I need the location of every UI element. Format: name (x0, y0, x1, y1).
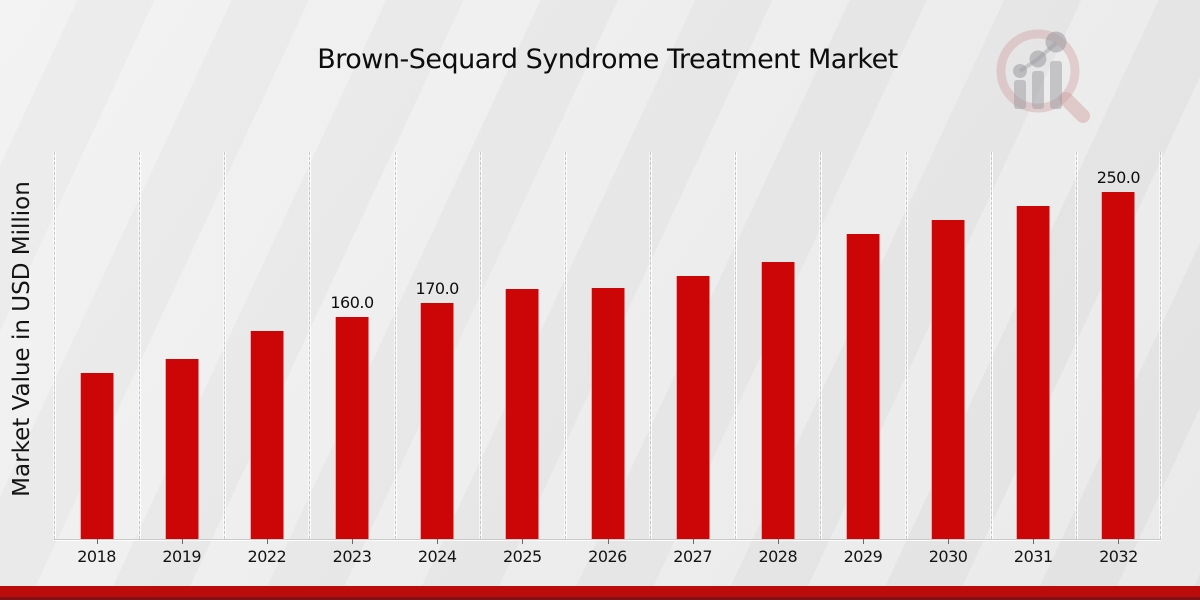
x-tick-mark (266, 539, 268, 544)
x-tick-label-2031: 2031 (1013, 547, 1053, 566)
x-tick-mark (777, 539, 779, 544)
bar-2027 (675, 275, 710, 539)
x-tick-label-2018: 2018 (77, 547, 116, 566)
gridline (565, 152, 566, 539)
bar-2023 (335, 317, 370, 539)
bar-2025 (505, 289, 540, 539)
gridline (309, 152, 310, 539)
x-tick-mark (692, 539, 694, 544)
gridline (54, 152, 55, 539)
chart-title: Brown-Sequard Syndrome Treatment Market (317, 44, 898, 75)
bar-value-label-2024: 170.0 (415, 279, 460, 299)
gridline (650, 152, 651, 539)
bar-2019 (164, 358, 199, 539)
x-tick-mark (1033, 539, 1035, 544)
bar-2032 (1101, 192, 1136, 539)
gridline (1076, 152, 1077, 539)
bar-2029 (845, 233, 880, 539)
x-tick-mark (96, 539, 98, 544)
y-axis-label: Market Value in USD Million (9, 181, 35, 497)
x-tick-label-2032: 2032 (1099, 547, 1138, 566)
x-tick-label-2019: 2019 (162, 547, 202, 566)
gridline (991, 152, 992, 539)
x-tick-label-2028: 2028 (758, 547, 798, 566)
bar-2024 (420, 303, 455, 539)
x-tick-mark (181, 539, 183, 544)
x-tick-mark (948, 539, 950, 544)
bar-2031 (1016, 206, 1051, 539)
bar-2030 (931, 220, 966, 539)
x-tick-label-2030: 2030 (928, 547, 968, 566)
x-tick-label-2024: 2024 (417, 547, 457, 566)
gridline (906, 152, 907, 539)
gridline (820, 152, 821, 539)
plot-area: 2018 2019 2022 160.0 2023 170.0 2024 2025 2026 20… (54, 152, 1161, 566)
gridline (224, 152, 225, 539)
x-tick-label-2022: 2022 (247, 547, 287, 566)
x-tick-label-2029: 2029 (843, 547, 883, 566)
x-tick-mark (352, 539, 354, 544)
bar-2022 (249, 330, 284, 539)
x-tick-mark (522, 539, 524, 544)
footer-band (0, 586, 1200, 600)
x-tick-mark (607, 539, 609, 544)
gridline (139, 152, 140, 539)
gridline (735, 152, 736, 539)
x-tick-label-2027: 2027 (673, 547, 712, 566)
bar-2028 (760, 261, 795, 539)
bar-value-label-2032: 250.0 (1096, 168, 1141, 188)
x-tick-label-2023: 2023 (332, 547, 372, 566)
x-tick-label-2025: 2025 (502, 547, 542, 566)
bar-2018 (79, 372, 114, 539)
x-tick-mark (437, 539, 439, 544)
x-tick-label-2026: 2026 (588, 547, 627, 566)
gridline (395, 152, 396, 539)
magnifier-growth-chart-logo-icon (996, 29, 1090, 123)
gridline (480, 152, 481, 539)
bar-value-label-2023: 160.0 (330, 293, 374, 313)
bar-2026 (590, 288, 625, 539)
x-tick-mark (862, 539, 864, 544)
gridline (1160, 152, 1161, 539)
x-tick-mark (1118, 539, 1120, 544)
